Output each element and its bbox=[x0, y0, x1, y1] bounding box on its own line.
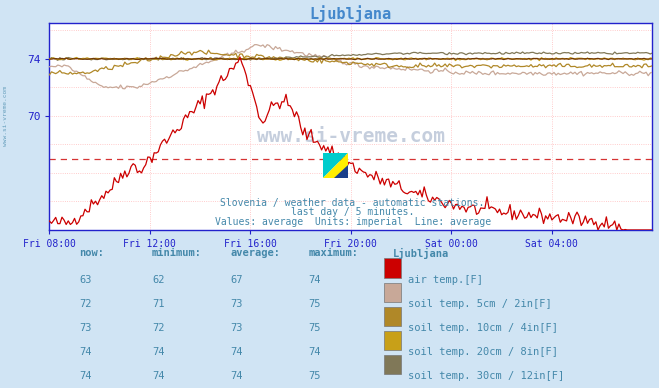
Text: average:: average: bbox=[231, 248, 280, 258]
Text: air temp.[F]: air temp.[F] bbox=[408, 275, 483, 285]
Polygon shape bbox=[323, 153, 348, 178]
Text: 72: 72 bbox=[80, 299, 92, 309]
Text: Values: average  Units: imperial  Line: average: Values: average Units: imperial Line: av… bbox=[214, 217, 491, 227]
Bar bbox=[384, 355, 401, 374]
Text: Slovenia / weather data - automatic stations.: Slovenia / weather data - automatic stat… bbox=[220, 197, 485, 208]
Text: 74: 74 bbox=[80, 347, 92, 357]
Text: 75: 75 bbox=[308, 323, 321, 333]
Bar bbox=[384, 282, 401, 302]
Text: soil temp. 20cm / 8in[F]: soil temp. 20cm / 8in[F] bbox=[408, 347, 558, 357]
Text: soil temp. 30cm / 12in[F]: soil temp. 30cm / 12in[F] bbox=[408, 371, 565, 381]
Text: now:: now: bbox=[80, 248, 105, 258]
Text: 67: 67 bbox=[231, 275, 243, 285]
Text: soil temp. 5cm / 2in[F]: soil temp. 5cm / 2in[F] bbox=[408, 299, 552, 309]
Text: 74: 74 bbox=[231, 347, 243, 357]
Text: 73: 73 bbox=[231, 323, 243, 333]
Text: 75: 75 bbox=[308, 371, 321, 381]
Text: 72: 72 bbox=[152, 323, 165, 333]
Text: maximum:: maximum: bbox=[308, 248, 358, 258]
Polygon shape bbox=[334, 165, 348, 178]
Text: last day / 5 minutes.: last day / 5 minutes. bbox=[291, 207, 415, 217]
Text: 74: 74 bbox=[80, 371, 92, 381]
Bar bbox=[384, 331, 401, 350]
Text: 71: 71 bbox=[152, 299, 165, 309]
Text: 75: 75 bbox=[308, 299, 321, 309]
Text: 73: 73 bbox=[80, 323, 92, 333]
Text: 62: 62 bbox=[152, 275, 165, 285]
Text: www.si-vreme.com: www.si-vreme.com bbox=[3, 87, 8, 146]
Text: minimum:: minimum: bbox=[152, 248, 202, 258]
Polygon shape bbox=[323, 153, 348, 178]
Text: soil temp. 10cm / 4in[F]: soil temp. 10cm / 4in[F] bbox=[408, 323, 558, 333]
Text: 63: 63 bbox=[80, 275, 92, 285]
Text: www.si-vreme.com: www.si-vreme.com bbox=[257, 127, 445, 146]
Text: Ljubljana: Ljubljana bbox=[393, 248, 449, 259]
Text: 74: 74 bbox=[152, 347, 165, 357]
Text: 74: 74 bbox=[308, 347, 321, 357]
Text: 74: 74 bbox=[152, 371, 165, 381]
Title: Ljubljana: Ljubljana bbox=[310, 5, 392, 22]
Text: 73: 73 bbox=[231, 299, 243, 309]
Bar bbox=[384, 307, 401, 326]
Text: 74: 74 bbox=[231, 371, 243, 381]
Text: 74: 74 bbox=[308, 275, 321, 285]
Bar bbox=[384, 258, 401, 278]
